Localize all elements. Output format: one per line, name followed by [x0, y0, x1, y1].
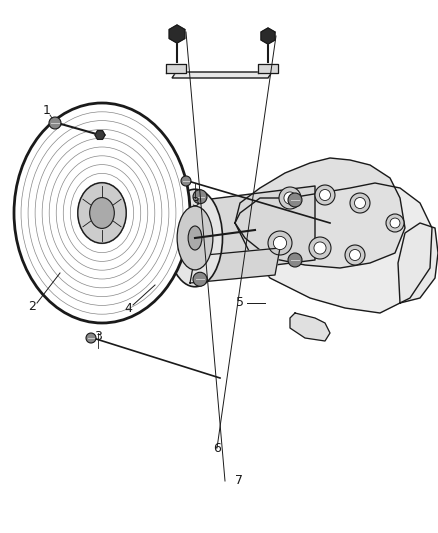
Polygon shape: [290, 313, 330, 341]
Circle shape: [193, 190, 207, 204]
Polygon shape: [261, 28, 275, 44]
Ellipse shape: [63, 165, 141, 261]
Polygon shape: [235, 158, 405, 268]
Polygon shape: [166, 64, 186, 73]
Text: 3: 3: [94, 330, 102, 343]
Circle shape: [284, 192, 296, 204]
Circle shape: [386, 214, 404, 232]
Circle shape: [288, 193, 302, 207]
Text: 7: 7: [235, 474, 243, 488]
Ellipse shape: [56, 156, 148, 270]
Polygon shape: [190, 248, 280, 283]
Circle shape: [319, 190, 331, 200]
Polygon shape: [172, 72, 272, 78]
Polygon shape: [169, 25, 185, 43]
Circle shape: [314, 242, 326, 254]
Circle shape: [273, 237, 286, 249]
Circle shape: [279, 187, 301, 209]
Circle shape: [86, 333, 96, 343]
Circle shape: [193, 272, 207, 286]
Ellipse shape: [35, 130, 169, 296]
Ellipse shape: [28, 120, 176, 305]
Ellipse shape: [49, 147, 155, 279]
Ellipse shape: [78, 183, 126, 243]
Text: 4: 4: [124, 302, 132, 314]
Ellipse shape: [177, 206, 213, 270]
Ellipse shape: [90, 198, 114, 229]
Ellipse shape: [42, 138, 162, 288]
Polygon shape: [95, 131, 105, 139]
Circle shape: [181, 176, 191, 186]
Circle shape: [315, 185, 335, 205]
Ellipse shape: [14, 103, 190, 323]
Polygon shape: [195, 186, 315, 275]
Circle shape: [390, 218, 400, 228]
Polygon shape: [258, 64, 278, 73]
Ellipse shape: [167, 189, 223, 287]
Ellipse shape: [78, 182, 127, 244]
Circle shape: [309, 237, 331, 259]
Polygon shape: [398, 223, 438, 303]
Text: 6: 6: [213, 441, 221, 455]
Circle shape: [49, 117, 61, 129]
Ellipse shape: [71, 173, 134, 253]
Text: 3: 3: [191, 197, 199, 209]
Circle shape: [350, 193, 370, 213]
Text: 1: 1: [43, 104, 51, 117]
Ellipse shape: [21, 112, 183, 314]
Circle shape: [345, 245, 365, 265]
Text: 5: 5: [236, 296, 244, 310]
Ellipse shape: [188, 226, 202, 250]
Circle shape: [288, 253, 302, 267]
Text: 2: 2: [28, 300, 36, 312]
Polygon shape: [235, 183, 432, 313]
Circle shape: [268, 231, 292, 255]
Circle shape: [350, 249, 360, 261]
Circle shape: [354, 198, 365, 208]
